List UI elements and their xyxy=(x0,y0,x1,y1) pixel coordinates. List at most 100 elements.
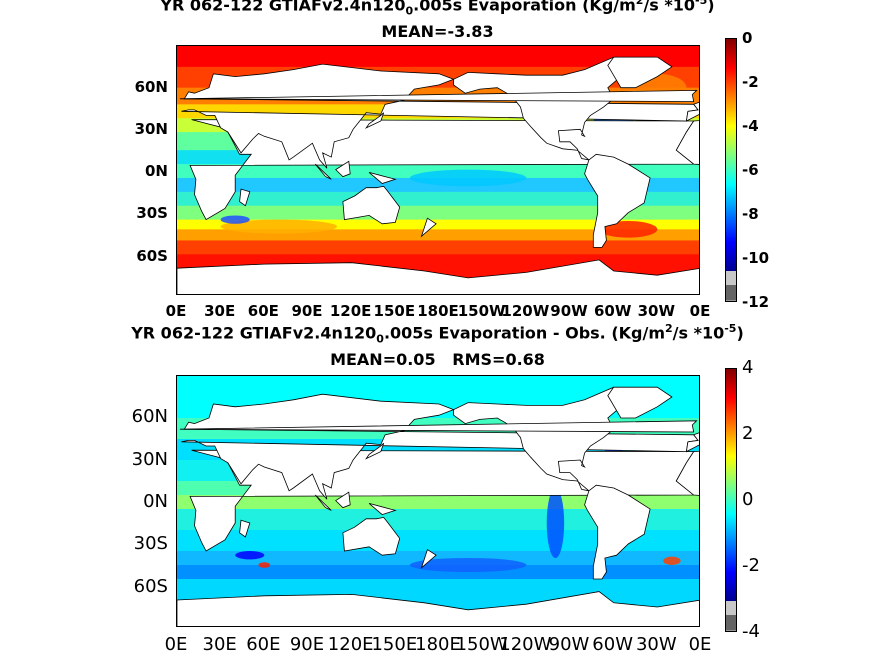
x-tick-label: 90E xyxy=(289,634,325,655)
x-tick-label: 30W xyxy=(635,634,677,655)
field-feature xyxy=(409,169,527,187)
land-mass xyxy=(420,217,437,238)
bottom-difference-map xyxy=(176,375,700,627)
x-tick-label: 150W xyxy=(457,302,506,320)
land-mass-wrap xyxy=(685,432,699,453)
x-tick-label: 150E xyxy=(373,302,416,320)
field-feature xyxy=(220,215,250,224)
land-mass xyxy=(584,484,651,580)
field-band xyxy=(177,191,699,207)
y-tick-label: 60S xyxy=(136,246,168,265)
land-mass xyxy=(335,160,351,178)
colorbar-tick-label: -4 xyxy=(742,117,759,135)
field-band xyxy=(177,205,699,221)
land-mass xyxy=(453,386,622,492)
x-tick-label: 60W xyxy=(593,302,632,320)
colorbar-tick-label: 2 xyxy=(742,423,754,445)
x-tick-label: 180E xyxy=(417,302,459,320)
colorbar-tick-label: -4 xyxy=(742,621,760,643)
land-mass xyxy=(365,442,385,460)
x-tick-label: 120E xyxy=(327,634,374,655)
field-feature xyxy=(599,221,658,238)
land-mass-wrap xyxy=(675,120,699,165)
top-colorbar xyxy=(725,38,737,302)
y-tick-label: 30N xyxy=(134,120,168,139)
field-feature xyxy=(409,558,527,572)
field-band xyxy=(177,46,699,68)
colorbar-tick-label: 0 xyxy=(742,29,753,47)
bottom-chart-subtitle: MEAN=0.05 RMS=0.68 xyxy=(330,350,545,369)
colorbar-tick-label: -8 xyxy=(742,205,759,223)
land-mass xyxy=(368,172,397,184)
x-tick-label: 0E xyxy=(165,302,187,320)
field-band xyxy=(177,565,699,580)
x-tick-label: 30W xyxy=(637,302,676,320)
x-tick-label: 90W xyxy=(548,634,590,655)
field-band xyxy=(177,551,699,566)
land-mass-wrap xyxy=(685,101,699,122)
x-tick-label: 0E xyxy=(164,634,188,655)
land-mass xyxy=(364,112,385,129)
land-mass xyxy=(181,393,699,500)
x-tick-label: 60E xyxy=(246,634,281,655)
x-tick-label: 180E xyxy=(415,634,461,655)
land-mass xyxy=(584,153,651,248)
land-mass xyxy=(181,63,699,169)
colorbar-tick-label: -2 xyxy=(742,73,759,91)
land-mass xyxy=(453,56,622,161)
land-mass xyxy=(177,259,699,294)
land-mass xyxy=(342,516,401,556)
x-tick-label: 90W xyxy=(550,302,588,320)
top-evaporation-map xyxy=(176,45,700,295)
land-mass xyxy=(342,185,401,225)
field-feature xyxy=(546,488,565,558)
y-tick-label: 0N xyxy=(145,161,168,180)
land-mass xyxy=(179,89,698,103)
y-tick-label: 30S xyxy=(133,533,168,555)
y-tick-label: 0N xyxy=(143,490,168,512)
x-tick-label: 30E xyxy=(204,302,236,320)
land-mass xyxy=(607,56,673,89)
land-mass xyxy=(239,519,251,538)
field-feature xyxy=(663,556,681,565)
land-mass xyxy=(420,548,437,570)
y-tick-label: 30N xyxy=(131,448,168,470)
land-mass xyxy=(314,494,332,511)
land-mass xyxy=(177,591,699,626)
colorbar-tick-label: -2 xyxy=(742,555,760,577)
x-tick-label: 60W xyxy=(592,634,634,655)
field-feature xyxy=(258,562,271,568)
x-tick-label: 120E xyxy=(329,302,372,320)
x-tick-label: 30E xyxy=(202,634,237,655)
field-feature xyxy=(220,219,338,234)
x-tick-label: 150W xyxy=(455,634,508,655)
x-tick-label: 0E xyxy=(689,302,711,320)
land-mass xyxy=(314,163,332,180)
bottom-colorbar xyxy=(725,368,737,632)
field-band xyxy=(177,495,699,510)
colorbar-tick-label: -10 xyxy=(742,249,770,267)
field-band xyxy=(177,219,699,231)
land-mass xyxy=(239,188,251,207)
land-mass-wrap xyxy=(675,450,699,496)
x-tick-label: 120W xyxy=(501,302,550,320)
colorbar-tick-label: 0 xyxy=(742,489,754,511)
land-mass xyxy=(335,491,351,509)
y-tick-label: 60S xyxy=(133,576,168,598)
x-tick-label: 120W xyxy=(499,634,552,655)
x-tick-label: 60E xyxy=(247,302,279,320)
field-band xyxy=(177,240,699,256)
top-chart-title: YR 062-122 GTIAFv2.4n1200.005s Evaporati… xyxy=(160,0,715,18)
field-band xyxy=(177,530,699,552)
bottom-chart-title: YR 062-122 GTIAFv2.4n1200.005s Evaporati… xyxy=(131,322,744,346)
colorbar-tick-label: 4 xyxy=(742,357,754,379)
land-mass xyxy=(607,386,673,419)
y-tick-label: 60N xyxy=(131,406,168,428)
colorbar-tick-label: -12 xyxy=(742,293,770,311)
y-tick-label: 30S xyxy=(136,204,168,222)
colorbar-tick-label: -6 xyxy=(742,161,759,179)
x-tick-label: 0E xyxy=(688,634,712,655)
x-tick-label: 90E xyxy=(291,302,323,320)
field-feature xyxy=(235,551,265,560)
field-band xyxy=(177,509,699,531)
